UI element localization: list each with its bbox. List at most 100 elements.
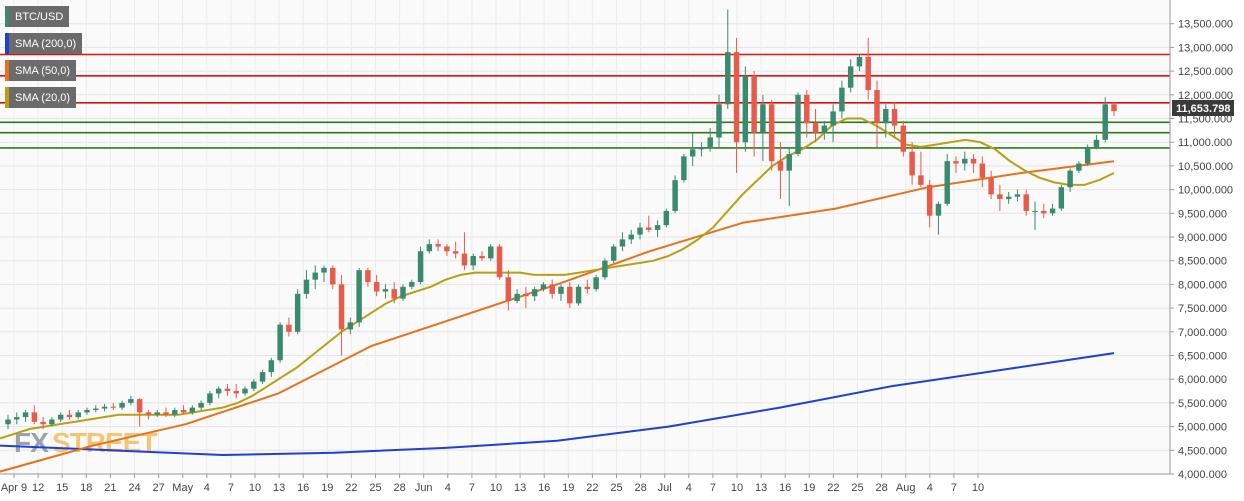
- candle-down: [997, 194, 1003, 200]
- candle-down: [733, 52, 740, 143]
- x-tick-label: 28: [634, 482, 646, 494]
- candle-up: [119, 402, 125, 408]
- candle-up: [575, 286, 582, 304]
- candle-up: [57, 414, 64, 420]
- candle-down: [452, 251, 459, 254]
- candle-down: [496, 246, 503, 278]
- candle-down: [373, 282, 380, 292]
- candle-down: [233, 391, 239, 394]
- candles: [5, 9, 1117, 429]
- candle-up: [689, 149, 696, 157]
- x-tick-label: Jun: [415, 482, 433, 494]
- x-tick-label: 15: [56, 482, 68, 494]
- candle-down: [286, 324, 292, 332]
- horizontal-levels: [0, 53, 1170, 149]
- candle-down: [900, 125, 907, 152]
- x-tick-label: 16: [538, 482, 550, 494]
- candle-down: [812, 123, 819, 133]
- candle-up: [619, 239, 626, 247]
- candle-up: [672, 180, 678, 211]
- candle-up: [426, 244, 433, 252]
- x-tick-label: 7: [951, 482, 957, 494]
- candle-down: [163, 412, 169, 415]
- candle-up: [1076, 163, 1082, 171]
- candle-up: [795, 94, 801, 155]
- candle-up: [294, 293, 301, 332]
- x-tick-label: 10: [972, 482, 984, 494]
- legend-pair[interactable]: BTC/USD: [5, 6, 70, 27]
- candle-down: [777, 161, 784, 171]
- candle-up: [382, 289, 389, 292]
- legend-sma200[interactable]: SMA (200,0): [5, 33, 83, 54]
- x-tick-label: 4: [445, 482, 451, 494]
- candle-up: [488, 246, 494, 259]
- y-tick-label: 7,500.000: [1178, 303, 1227, 315]
- x-tick-label: May: [172, 482, 193, 494]
- x-tick-label: 22: [827, 482, 839, 494]
- candle-up: [172, 410, 178, 415]
- candle-up: [277, 324, 283, 361]
- candle-up: [654, 225, 661, 230]
- candle-down: [505, 277, 512, 301]
- y-tick-label: 11,000.000: [1178, 137, 1232, 149]
- x-tick-label: 28: [875, 482, 887, 494]
- candle-down: [909, 151, 915, 176]
- x-tick-label: 7: [228, 482, 234, 494]
- candle-up: [1005, 196, 1012, 200]
- candle-up: [514, 293, 520, 301]
- candle-up: [84, 410, 90, 413]
- y-tick-label: 4,500.000: [1178, 445, 1227, 457]
- candle-up: [189, 407, 196, 413]
- x-tick-label: 19: [803, 482, 815, 494]
- y-tick-label: 6,500.000: [1178, 351, 1227, 363]
- y-tick-label: 13,000.000: [1178, 42, 1233, 54]
- legend-sma50[interactable]: SMA (50,0): [5, 60, 77, 81]
- candle-down: [145, 412, 152, 415]
- candle-up: [303, 279, 310, 294]
- candle-down: [365, 270, 371, 283]
- y-tick-label: 11,500.000: [1178, 114, 1232, 126]
- x-tick-label: 7: [469, 482, 475, 494]
- candle-down: [391, 289, 397, 299]
- candle-down: [970, 158, 977, 164]
- x-tick-label: 28: [393, 482, 405, 494]
- candle-down: [567, 286, 573, 304]
- candle-down: [1023, 194, 1029, 211]
- legend-sma20[interactable]: SMA (20,0): [5, 87, 77, 108]
- candle-up: [312, 272, 318, 280]
- candle-up: [725, 52, 731, 105]
- candle-down: [444, 246, 450, 252]
- x-tick-label: 22: [586, 482, 598, 494]
- candle-up: [259, 372, 266, 382]
- candle-up: [1093, 139, 1100, 147]
- candle-up: [935, 203, 942, 216]
- legend-sma200-swatch: [5, 33, 9, 54]
- candle-up: [14, 417, 20, 420]
- candle-up: [101, 406, 108, 409]
- y-tick-label: 5,000.000: [1178, 422, 1227, 434]
- legend-pair-label: BTC/USD: [15, 10, 64, 23]
- candle-down: [918, 175, 924, 185]
- x-tick-label: 7: [710, 482, 716, 494]
- y-tick-label: 12,000.000: [1178, 90, 1233, 102]
- candle-down: [768, 104, 775, 162]
- sma200-line: [0, 352, 1115, 456]
- candle-up: [321, 267, 327, 273]
- x-tick-label: 25: [610, 482, 622, 494]
- candle-down: [584, 286, 591, 290]
- candle-up: [5, 419, 11, 425]
- candle-up: [1084, 146, 1091, 164]
- candle-up: [198, 402, 204, 408]
- legend-sma20-label: SMA (20,0): [15, 91, 71, 104]
- candle-up: [681, 156, 687, 181]
- y-tick-label: 4,000.000: [1178, 469, 1227, 481]
- candle-down: [751, 75, 757, 133]
- y-tick-label: 6,000.000: [1178, 374, 1227, 386]
- candle-up: [821, 125, 828, 133]
- candle-down: [479, 255, 485, 259]
- x-tick-label: 22: [345, 482, 357, 494]
- candle-up: [628, 234, 634, 240]
- candle-up: [1058, 187, 1065, 209]
- y-tick-label: 10,500.000: [1178, 161, 1233, 173]
